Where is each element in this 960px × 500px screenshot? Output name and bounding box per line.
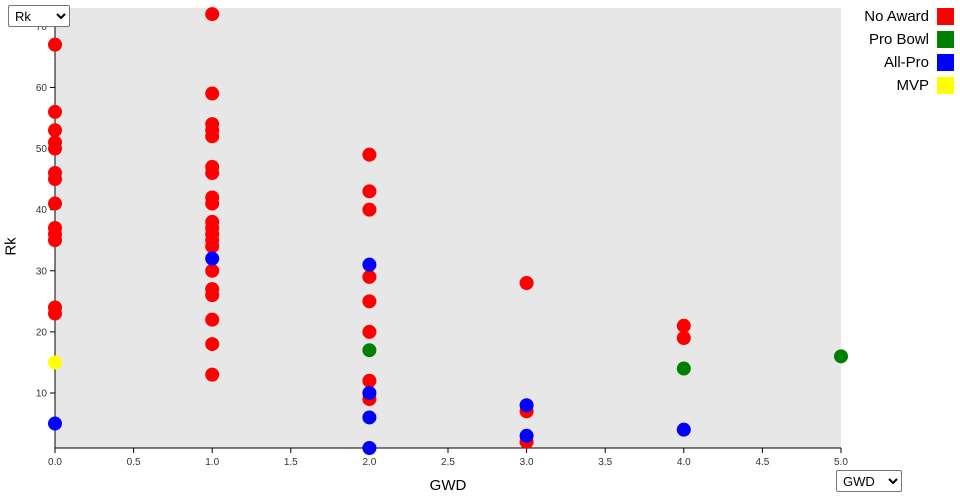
data-point-no-award: [205, 367, 220, 382]
data-point-no-award: [205, 196, 220, 211]
x-tick-label: 2.0: [362, 457, 376, 468]
y-axis-variable-select[interactable]: Rk: [8, 5, 70, 27]
data-point-no-award: [362, 184, 377, 199]
data-point-no-award: [362, 294, 377, 309]
legend-swatch: [937, 77, 954, 94]
data-point-no-award: [676, 318, 691, 333]
x-axis-title: GWD: [429, 477, 467, 494]
x-tick-label: 3.5: [598, 457, 612, 468]
data-point-no-award: [676, 331, 691, 345]
data-point-all-pro: [205, 251, 220, 266]
x-tick-label: 2.5: [441, 457, 455, 468]
data-point-no-award: [362, 147, 377, 162]
data-point-all-pro: [362, 257, 377, 272]
data-point-no-award: [205, 86, 220, 101]
y-tick-label: 50: [36, 144, 48, 155]
legend-label: MVP: [896, 77, 929, 94]
legend-swatch: [937, 54, 954, 71]
data-point-no-award: [48, 196, 62, 211]
data-point-all-pro: [362, 441, 377, 455]
x-tick-label: 5.0: [834, 457, 848, 468]
data-point-no-award: [48, 37, 62, 52]
x-tick-label: 1.5: [284, 457, 298, 468]
data-point-no-award: [205, 312, 220, 327]
legend-item: MVP: [896, 77, 954, 94]
y-tick-label: 40: [36, 205, 48, 216]
data-point-no-award: [48, 104, 62, 119]
data-point-all-pro: [362, 386, 377, 400]
data-point-no-award: [205, 7, 220, 22]
y-tick-label: 30: [36, 266, 48, 277]
data-point-no-award: [48, 141, 62, 156]
legend-item: No Award: [864, 8, 954, 25]
x-tick-label: 0.5: [127, 457, 141, 468]
data-point-no-award: [205, 239, 220, 254]
legend: No Award Pro Bowl All-Pro MVP: [864, 8, 954, 94]
data-point-no-award: [519, 276, 534, 290]
data-point-no-award: [362, 324, 377, 339]
legend-item: Pro Bowl: [869, 31, 954, 48]
data-point-no-award: [205, 129, 220, 144]
data-point-no-award: [362, 269, 377, 284]
x-tick-label: 4.0: [677, 457, 691, 468]
y-tick-label: 70: [36, 22, 48, 33]
data-point-no-award: [205, 166, 220, 180]
x-axis-variable-select[interactable]: GWD: [836, 470, 902, 492]
legend-swatch: [937, 8, 954, 25]
data-point-pro-bowl: [676, 361, 691, 376]
y-tick-label: 20: [36, 327, 48, 338]
x-tick-label: 1.0: [205, 457, 219, 468]
data-point-no-award: [362, 202, 377, 217]
x-tick-label: 4.5: [755, 457, 769, 468]
data-point-no-award: [48, 233, 62, 248]
data-point-no-award: [48, 123, 62, 138]
data-point-all-pro: [519, 398, 534, 413]
y-tick-label: 10: [36, 389, 48, 400]
data-point-no-award: [205, 288, 220, 303]
data-point-mvp: [48, 355, 62, 370]
data-point-no-award: [48, 306, 62, 321]
legend-swatch: [937, 31, 954, 48]
data-point-pro-bowl: [834, 349, 848, 364]
data-point-all-pro: [362, 410, 377, 425]
data-point-no-award: [205, 337, 220, 352]
data-point-all-pro: [48, 416, 62, 431]
x-tick-label: 0.0: [48, 457, 62, 468]
plot-background: [55, 8, 841, 448]
legend-item: All-Pro: [884, 54, 954, 71]
data-point-pro-bowl: [362, 343, 377, 358]
data-point-all-pro: [519, 428, 534, 443]
data-point-no-award: [48, 172, 62, 187]
data-point-no-award: [205, 263, 220, 278]
data-point-all-pro: [676, 422, 691, 437]
legend-label: All-Pro: [883, 54, 929, 71]
legend-label: Pro Bowl: [868, 31, 929, 48]
x-tick-label: 3.0: [520, 457, 534, 468]
y-axis-title: Rk: [2, 237, 20, 256]
y-tick-label: 60: [36, 83, 48, 94]
legend-label: No Award: [864, 8, 929, 25]
data-point-no-award: [362, 373, 377, 388]
